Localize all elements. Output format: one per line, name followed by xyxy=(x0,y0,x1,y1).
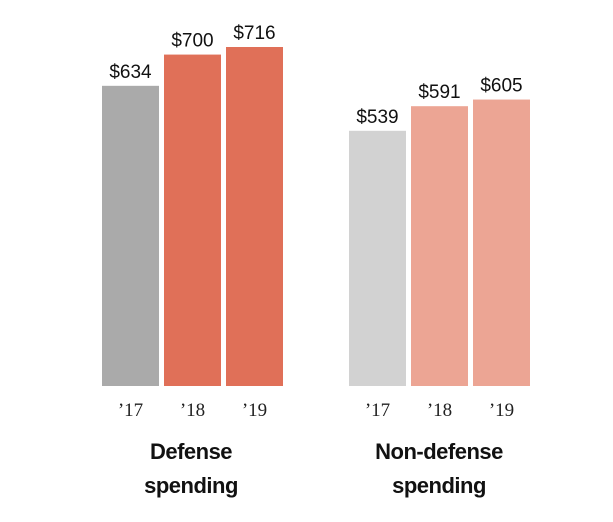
data-label-0-0: $634 xyxy=(109,62,152,83)
bar-1-1 xyxy=(411,106,468,387)
bar-0-0 xyxy=(102,85,159,386)
group-label-line-2: spending xyxy=(144,473,238,498)
bar-1-2 xyxy=(473,99,530,386)
data-label-0-1: $700 xyxy=(171,31,213,52)
tick-label-0-0: ’17 xyxy=(118,400,143,421)
group-label-line-1: Defense xyxy=(149,439,233,464)
data-label-0-2: $716 xyxy=(233,23,275,44)
bar-1-0 xyxy=(349,130,406,386)
bar-0-1 xyxy=(164,54,221,387)
tick-label-1-1: ’18 xyxy=(427,400,452,421)
group-label-line-2: spending xyxy=(392,473,486,498)
group-label-defense: Defense spending xyxy=(81,435,301,503)
tick-label-0-1: ’18 xyxy=(180,400,205,421)
data-label-1-2: $605 xyxy=(480,76,522,97)
tick-label-1-0: ’17 xyxy=(365,400,390,421)
tick-label-0-2: ’19 xyxy=(242,400,267,421)
bar-0-2 xyxy=(226,47,283,386)
data-label-1-0: $539 xyxy=(356,107,398,128)
group-label-line-1: Non-defense xyxy=(375,439,503,464)
tick-label-1-2: ’19 xyxy=(489,400,514,421)
data-label-1-1: $591 xyxy=(418,82,460,103)
group-label-non-defense: Non-defense spending xyxy=(329,435,549,503)
